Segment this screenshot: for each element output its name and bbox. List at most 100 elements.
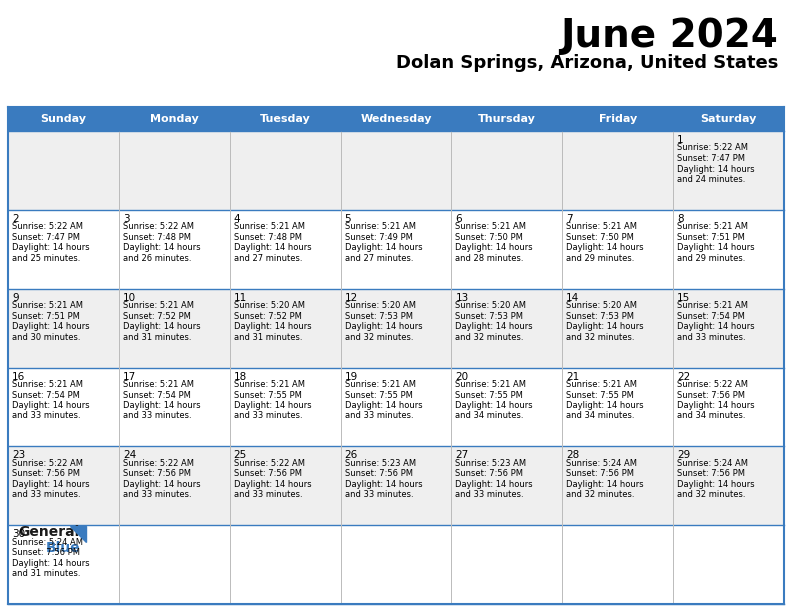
- Text: and 33 minutes.: and 33 minutes.: [345, 411, 413, 420]
- Bar: [230, 210, 341, 289]
- Text: Sunset: 7:56 PM: Sunset: 7:56 PM: [123, 469, 191, 479]
- Text: Sunset: 7:55 PM: Sunset: 7:55 PM: [566, 390, 634, 400]
- Text: Wednesday: Wednesday: [360, 114, 432, 124]
- Text: Sunset: 7:50 PM: Sunset: 7:50 PM: [566, 233, 634, 242]
- Text: Sunrise: 5:22 AM: Sunrise: 5:22 AM: [123, 222, 194, 231]
- Text: Daylight: 14 hours: Daylight: 14 hours: [677, 401, 755, 410]
- Text: 26: 26: [345, 450, 358, 460]
- Text: Monday: Monday: [150, 114, 199, 124]
- Bar: [119, 367, 230, 446]
- Text: 6: 6: [455, 214, 462, 224]
- Text: 18: 18: [234, 371, 247, 381]
- Text: 16: 16: [12, 371, 25, 381]
- Text: and 34 minutes.: and 34 minutes.: [677, 411, 745, 420]
- Text: Sunrise: 5:22 AM: Sunrise: 5:22 AM: [677, 380, 748, 389]
- Text: and 32 minutes.: and 32 minutes.: [677, 490, 745, 499]
- Text: Sunset: 7:54 PM: Sunset: 7:54 PM: [12, 390, 80, 400]
- Bar: [230, 525, 341, 604]
- Text: 25: 25: [234, 450, 247, 460]
- Text: Daylight: 14 hours: Daylight: 14 hours: [566, 322, 644, 331]
- Bar: [341, 367, 451, 446]
- Text: Sunrise: 5:21 AM: Sunrise: 5:21 AM: [12, 380, 83, 389]
- Text: Sunset: 7:56 PM: Sunset: 7:56 PM: [12, 548, 80, 557]
- Bar: [8, 525, 119, 604]
- Text: 19: 19: [345, 371, 358, 381]
- Text: Sunrise: 5:21 AM: Sunrise: 5:21 AM: [566, 222, 638, 231]
- Text: Friday: Friday: [599, 114, 637, 124]
- Text: Daylight: 14 hours: Daylight: 14 hours: [345, 322, 422, 331]
- Text: and 28 minutes.: and 28 minutes.: [455, 254, 524, 263]
- Text: Thursday: Thursday: [478, 114, 536, 124]
- Text: Daylight: 14 hours: Daylight: 14 hours: [123, 244, 200, 252]
- Text: and 32 minutes.: and 32 minutes.: [455, 333, 524, 341]
- Text: Sunset: 7:56 PM: Sunset: 7:56 PM: [234, 469, 302, 479]
- Text: Blue: Blue: [46, 541, 81, 555]
- Bar: [8, 210, 119, 289]
- Bar: [562, 210, 673, 289]
- Bar: [673, 210, 784, 289]
- Text: Sunset: 7:55 PM: Sunset: 7:55 PM: [234, 390, 302, 400]
- Bar: [562, 131, 673, 210]
- Bar: [673, 131, 784, 210]
- Text: 10: 10: [123, 293, 136, 303]
- Text: and 34 minutes.: and 34 minutes.: [566, 411, 634, 420]
- Text: 14: 14: [566, 293, 580, 303]
- Text: Sunset: 7:48 PM: Sunset: 7:48 PM: [234, 233, 302, 242]
- Bar: [562, 107, 673, 131]
- Bar: [673, 289, 784, 367]
- Text: Daylight: 14 hours: Daylight: 14 hours: [12, 244, 89, 252]
- Text: General: General: [18, 525, 79, 539]
- Text: and 33 minutes.: and 33 minutes.: [12, 411, 81, 420]
- Text: and 31 minutes.: and 31 minutes.: [12, 569, 81, 578]
- Text: 17: 17: [123, 371, 136, 381]
- Text: Sunset: 7:53 PM: Sunset: 7:53 PM: [566, 312, 634, 321]
- Text: 29: 29: [677, 450, 691, 460]
- Bar: [8, 367, 119, 446]
- Text: and 31 minutes.: and 31 minutes.: [234, 333, 303, 341]
- Text: Daylight: 14 hours: Daylight: 14 hours: [566, 401, 644, 410]
- Text: Sunset: 7:56 PM: Sunset: 7:56 PM: [12, 469, 80, 479]
- Text: and 33 minutes.: and 33 minutes.: [234, 411, 303, 420]
- Text: 5: 5: [345, 214, 351, 224]
- Text: and 33 minutes.: and 33 minutes.: [123, 411, 192, 420]
- Text: Sunrise: 5:23 AM: Sunrise: 5:23 AM: [455, 459, 527, 468]
- Text: Sunrise: 5:20 AM: Sunrise: 5:20 AM: [455, 301, 527, 310]
- Bar: [562, 446, 673, 525]
- Text: Daylight: 14 hours: Daylight: 14 hours: [566, 480, 644, 489]
- Bar: [451, 525, 562, 604]
- Text: and 29 minutes.: and 29 minutes.: [566, 254, 634, 263]
- Text: Daylight: 14 hours: Daylight: 14 hours: [677, 322, 755, 331]
- Text: and 32 minutes.: and 32 minutes.: [566, 490, 634, 499]
- Text: Sunrise: 5:20 AM: Sunrise: 5:20 AM: [345, 301, 416, 310]
- Polygon shape: [70, 526, 86, 542]
- Bar: [119, 107, 230, 131]
- Text: Daylight: 14 hours: Daylight: 14 hours: [677, 480, 755, 489]
- Text: Sunrise: 5:21 AM: Sunrise: 5:21 AM: [566, 380, 638, 389]
- Bar: [451, 107, 562, 131]
- Bar: [119, 525, 230, 604]
- Text: Sunrise: 5:21 AM: Sunrise: 5:21 AM: [677, 222, 748, 231]
- Text: Daylight: 14 hours: Daylight: 14 hours: [345, 244, 422, 252]
- Text: and 24 minutes.: and 24 minutes.: [677, 175, 745, 184]
- Text: Daylight: 14 hours: Daylight: 14 hours: [12, 322, 89, 331]
- Text: Sunday: Sunday: [40, 114, 86, 124]
- Text: Sunset: 7:56 PM: Sunset: 7:56 PM: [566, 469, 634, 479]
- Text: Daylight: 14 hours: Daylight: 14 hours: [345, 401, 422, 410]
- Text: Daylight: 14 hours: Daylight: 14 hours: [345, 480, 422, 489]
- Text: Dolan Springs, Arizona, United States: Dolan Springs, Arizona, United States: [396, 54, 778, 72]
- Text: Sunset: 7:51 PM: Sunset: 7:51 PM: [12, 312, 80, 321]
- Text: Sunrise: 5:21 AM: Sunrise: 5:21 AM: [123, 301, 194, 310]
- Text: 28: 28: [566, 450, 580, 460]
- Bar: [341, 289, 451, 367]
- Text: Sunset: 7:53 PM: Sunset: 7:53 PM: [455, 312, 524, 321]
- Text: Sunset: 7:55 PM: Sunset: 7:55 PM: [345, 390, 413, 400]
- Text: Sunrise: 5:20 AM: Sunrise: 5:20 AM: [566, 301, 638, 310]
- Text: 7: 7: [566, 214, 573, 224]
- Text: 8: 8: [677, 214, 683, 224]
- Text: and 33 minutes.: and 33 minutes.: [12, 490, 81, 499]
- Text: and 34 minutes.: and 34 minutes.: [455, 411, 524, 420]
- Bar: [119, 131, 230, 210]
- Text: 13: 13: [455, 293, 469, 303]
- Text: Daylight: 14 hours: Daylight: 14 hours: [677, 165, 755, 173]
- Bar: [230, 107, 341, 131]
